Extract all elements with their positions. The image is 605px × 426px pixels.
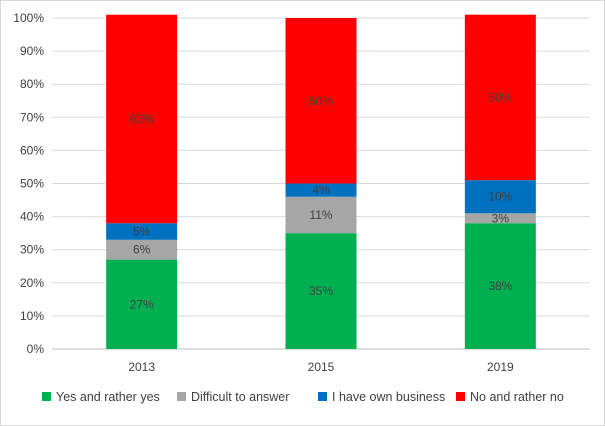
bar-segment	[285, 196, 357, 234]
y-tick-label: 70%	[20, 110, 44, 124]
y-tick-label: 0%	[27, 342, 45, 356]
bar-segment	[106, 223, 178, 240]
legend-label: Yes and rather yes	[56, 390, 160, 404]
bar-segment	[464, 223, 536, 349]
legend-label: No and rather no	[470, 390, 564, 404]
data-label: 3%	[492, 211, 510, 225]
bar-segment	[285, 183, 357, 197]
bar-segment	[106, 14, 178, 224]
y-tick-label: 30%	[20, 243, 44, 257]
y-tick-label: 10%	[20, 309, 44, 323]
y-tick-label: 40%	[20, 210, 44, 224]
y-tick-label: 90%	[20, 44, 44, 58]
x-tick-label: 2019	[487, 360, 514, 374]
y-tick-label: 100%	[13, 11, 44, 25]
legend-swatch	[456, 392, 465, 401]
data-label: 50%	[488, 90, 512, 104]
bar-segment	[464, 14, 536, 181]
bar-segment	[464, 213, 536, 224]
data-label: 5%	[133, 224, 151, 238]
y-tick-label: 50%	[20, 177, 44, 191]
data-label: 10%	[488, 190, 512, 204]
data-label: 27%	[130, 297, 154, 311]
legend-swatch	[318, 392, 327, 401]
data-label: 4%	[312, 183, 330, 197]
data-label: 35%	[309, 284, 333, 298]
data-label: 11%	[309, 208, 332, 222]
data-label: 38%	[488, 279, 512, 293]
legend-label: Difficult to answer	[191, 390, 289, 404]
bar-segment	[106, 259, 178, 349]
data-label: 6%	[133, 243, 151, 257]
y-tick-label: 20%	[20, 276, 44, 290]
bar-segment	[464, 180, 536, 214]
x-tick-label: 2015	[308, 360, 335, 374]
legend-swatch	[42, 392, 51, 401]
legend-swatch	[177, 392, 186, 401]
bar-segment	[285, 18, 357, 184]
data-label: 63%	[130, 112, 154, 126]
x-tick-label: 2013	[128, 360, 155, 374]
legend-label: I have own business	[332, 390, 445, 404]
y-tick-label: 60%	[20, 143, 44, 157]
y-tick-label: 80%	[20, 77, 44, 91]
data-label: 50%	[309, 94, 333, 108]
bar-segment	[106, 239, 178, 260]
bar-segment	[285, 233, 357, 349]
